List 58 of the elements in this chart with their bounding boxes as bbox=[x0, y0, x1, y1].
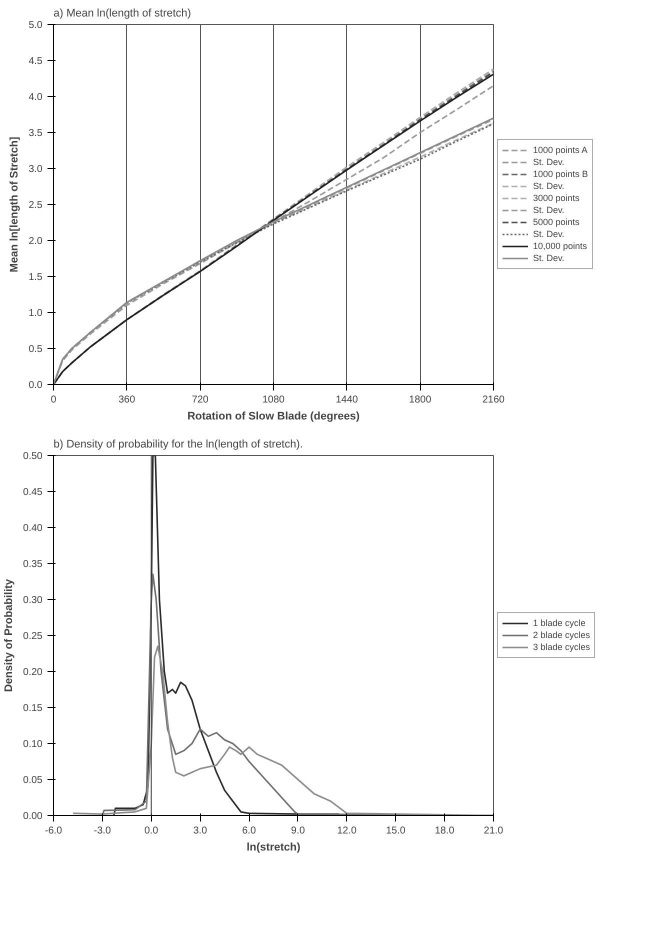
x-tick-label: 3.0 bbox=[193, 826, 208, 836]
x-axis-title: Rotation of Slow Blade (degrees) bbox=[187, 410, 360, 422]
y-tick-label: 2.5 bbox=[28, 200, 43, 211]
x-tick-label: 6.0 bbox=[242, 826, 256, 836]
x-tick-label: 9.0 bbox=[290, 826, 306, 836]
y-tick-label: 0.15 bbox=[23, 703, 43, 714]
y-tick-label: 1.0 bbox=[28, 308, 43, 319]
legend-label: St. Dev. bbox=[533, 228, 564, 240]
x-tick-label: 360 bbox=[118, 394, 136, 406]
x-tick-label: 15.0 bbox=[386, 826, 406, 836]
y-tick-label: 0.00 bbox=[23, 811, 43, 822]
chart-title: a) Mean ln(length of stretch) bbox=[54, 8, 192, 20]
y-tick-label: 1.5 bbox=[28, 272, 43, 283]
x-tick-label: 0.0 bbox=[144, 826, 159, 836]
x-tick-label: 1080 bbox=[262, 394, 286, 406]
legend-label: 5000 points bbox=[533, 216, 580, 228]
x-tick-label: 0 bbox=[50, 394, 57, 406]
x-tick-label: -3.0 bbox=[94, 826, 112, 836]
chart-title: b) Density of probability for the ln(length of stretch). bbox=[54, 438, 303, 450]
y-tick-label: 0.35 bbox=[23, 559, 43, 570]
legend-label: St. Dev. bbox=[533, 252, 564, 264]
y-tick-label: 0.25 bbox=[23, 631, 43, 642]
y-tick-label: 0.05 bbox=[23, 775, 43, 786]
legend-label: 1000 points A bbox=[533, 144, 588, 156]
x-tick-label: 21.0 bbox=[484, 826, 504, 836]
y-tick-label: 0.30 bbox=[23, 595, 43, 606]
x-tick-label: 12.0 bbox=[337, 826, 358, 836]
y-axis-title: Mean ln[length of Stretch] bbox=[8, 136, 21, 272]
y-tick-label: 0.50 bbox=[23, 451, 43, 462]
legend-label: St. Dev. bbox=[533, 156, 564, 168]
legend-label: 3 blade cycles bbox=[533, 641, 590, 653]
legend-label: 1 blade cycle bbox=[533, 617, 586, 629]
x-axis-title: ln(stretch) bbox=[246, 842, 301, 854]
y-axis-title: Density of Probability bbox=[3, 578, 16, 692]
x-tick-label: -6.0 bbox=[44, 826, 63, 836]
y-tick-label: 0.20 bbox=[23, 667, 43, 678]
x-tick-label: 720 bbox=[192, 394, 209, 406]
y-tick-label: 0.40 bbox=[23, 523, 43, 534]
x-tick-label: 1440 bbox=[336, 394, 358, 406]
y-tick-label: 0.0 bbox=[28, 380, 43, 391]
y-tick-label: 4.0 bbox=[28, 92, 43, 103]
y-tick-label: 0.10 bbox=[23, 739, 43, 750]
x-tick-label: 2160 bbox=[482, 394, 506, 406]
legend-label: 3000 points bbox=[533, 192, 580, 204]
y-tick-label: 5.0 bbox=[28, 20, 43, 31]
legend-label: 10,000 points bbox=[533, 240, 588, 252]
legend-label: St. Dev. bbox=[533, 204, 564, 216]
y-tick-label: 3.0 bbox=[28, 164, 43, 175]
y-tick-label: 4.5 bbox=[28, 56, 43, 67]
x-tick-label: 1800 bbox=[409, 394, 432, 406]
y-tick-label: 3.5 bbox=[28, 128, 43, 139]
x-tick-label: 18.0 bbox=[434, 826, 455, 836]
y-tick-label: 2.0 bbox=[28, 236, 43, 247]
y-tick-label: 0.45 bbox=[23, 487, 43, 498]
legend-label: St. Dev. bbox=[533, 180, 564, 192]
legend-label: 2 blade cycles bbox=[533, 629, 590, 641]
legend-label: 1000 points B bbox=[533, 168, 588, 180]
y-tick-label: 0.5 bbox=[28, 344, 43, 355]
